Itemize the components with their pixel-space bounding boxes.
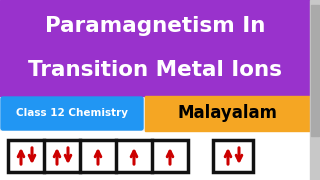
Bar: [213, 140, 253, 172]
Text: Paramagnetism In: Paramagnetism In: [45, 16, 265, 36]
Bar: [311, 5, 319, 136]
Bar: [8, 140, 188, 172]
Bar: [310, 0, 320, 180]
Text: Transition Metal Ions: Transition Metal Ions: [28, 60, 282, 80]
Text: Malayalam: Malayalam: [178, 105, 277, 123]
Text: Class 12 Chemistry: Class 12 Chemistry: [16, 109, 128, 118]
Bar: [0, 131, 310, 180]
Bar: [145, 96, 310, 131]
FancyBboxPatch shape: [1, 97, 143, 130]
Bar: [0, 0, 310, 96]
